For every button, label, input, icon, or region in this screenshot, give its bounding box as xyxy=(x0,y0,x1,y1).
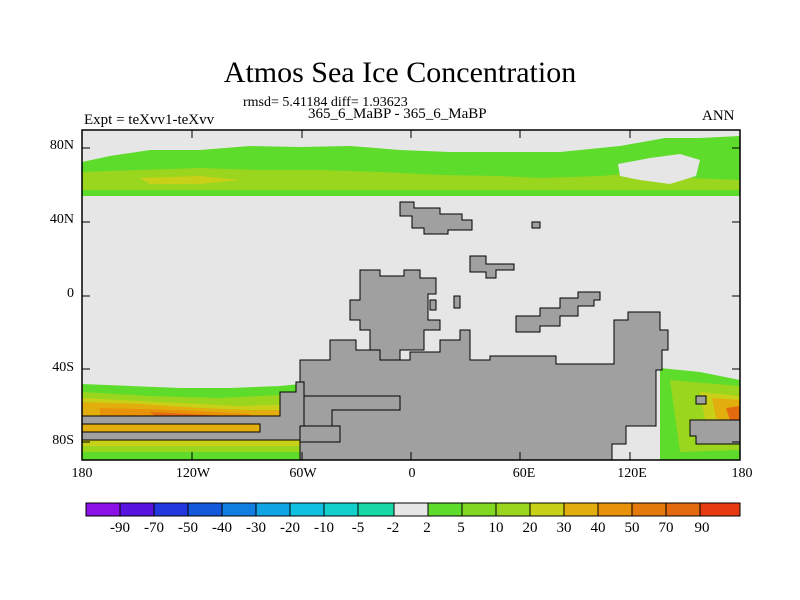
colorbar-label: 20 xyxy=(522,520,538,536)
stats-line: rmsd= 5.41184 diff= 1.93623 xyxy=(243,95,408,110)
colorbar-swatch xyxy=(255,502,291,517)
arctic-contour-10 xyxy=(82,168,740,190)
colorbar-label: 50 xyxy=(624,520,640,536)
land-australia xyxy=(515,291,601,333)
east-pack-hole xyxy=(642,438,652,442)
colorbar-swatch xyxy=(529,502,565,517)
colorbar-label: -70 xyxy=(144,520,164,536)
land-east-nub xyxy=(695,395,707,405)
x-tick-label: 180 xyxy=(71,466,93,481)
colorbar-swatch xyxy=(357,502,395,517)
y-tick-label: 40S xyxy=(52,360,74,375)
colorbar-swatch xyxy=(631,502,667,517)
land-america-east xyxy=(453,295,461,309)
colorbar-label: 70 xyxy=(658,520,674,536)
x-tick-label: 60E xyxy=(512,466,536,481)
colorbar-swatch xyxy=(563,502,599,517)
x-tick-label: 180 xyxy=(731,466,753,481)
colorbar-label: -2 xyxy=(386,520,400,536)
colorbar-label: 90 xyxy=(694,520,710,536)
colorbar-label: 2 xyxy=(423,520,431,536)
experiment-label: Expt = teXvv1-teXvv xyxy=(84,112,215,128)
land-antarctic-east xyxy=(689,419,741,445)
colorbar xyxy=(85,502,741,517)
colorbar-swatch xyxy=(597,502,633,517)
colorbar-swatch xyxy=(495,502,531,517)
colorbar-label: -20 xyxy=(280,520,300,536)
colorbar-label: -30 xyxy=(246,520,266,536)
colorbar-swatch xyxy=(221,502,257,517)
colorbar-swatch xyxy=(461,502,497,517)
colorbar-swatch xyxy=(187,502,223,517)
y-tick-label: 80S xyxy=(52,433,74,448)
y-ticks xyxy=(82,147,740,443)
land-eurasia-north xyxy=(399,201,473,235)
land-africa-north xyxy=(349,269,441,361)
colorbar-label: -10 xyxy=(314,520,334,536)
arctic-inlet xyxy=(618,154,700,184)
x-tick-label: 120W xyxy=(175,466,211,481)
colorbar-swatch xyxy=(699,502,741,517)
colorbar-swatch xyxy=(153,502,189,517)
colorbar-swatch xyxy=(427,502,463,517)
colorbar-label: 10 xyxy=(488,520,504,536)
colorbar-label: -40 xyxy=(212,520,232,536)
land-south-continent xyxy=(299,311,669,461)
colorbar-swatch xyxy=(119,502,155,517)
x-tick-label: 60W xyxy=(289,466,317,481)
chart-title: Atmos Sea Ice Concentration xyxy=(223,56,577,89)
colorbar-swatch xyxy=(665,502,701,517)
colorbar-label: -90 xyxy=(110,520,130,536)
colorbar-label: 30 xyxy=(556,520,572,536)
land-antarctic-shelf xyxy=(299,425,341,443)
colorbar-swatch xyxy=(323,502,359,517)
land-central-asia xyxy=(469,255,515,279)
x-ticks xyxy=(191,130,631,460)
colorbar-label: 40 xyxy=(590,520,606,536)
colorbar-label: -50 xyxy=(178,520,198,536)
y-tick-label: 0 xyxy=(67,286,74,301)
colorbar-swatch xyxy=(85,502,121,517)
y-tick-label: 80N xyxy=(49,138,74,153)
land-islet xyxy=(531,221,541,229)
colorbar-swatch xyxy=(393,502,429,517)
x-tick-label: 120E xyxy=(617,466,647,481)
land-arabia xyxy=(429,299,437,311)
season-label: ANN xyxy=(702,108,735,124)
colorbar-label: 5 xyxy=(457,520,465,536)
arctic-contour-20 xyxy=(140,176,240,184)
case-line: 365_6_MaBP - 365_6_MaBP xyxy=(308,106,487,122)
x-tick-label: 0 xyxy=(408,466,416,481)
colorbar-swatch xyxy=(289,502,325,517)
y-tick-label: 40N xyxy=(49,212,74,227)
colorbar-label: -5 xyxy=(351,520,365,536)
